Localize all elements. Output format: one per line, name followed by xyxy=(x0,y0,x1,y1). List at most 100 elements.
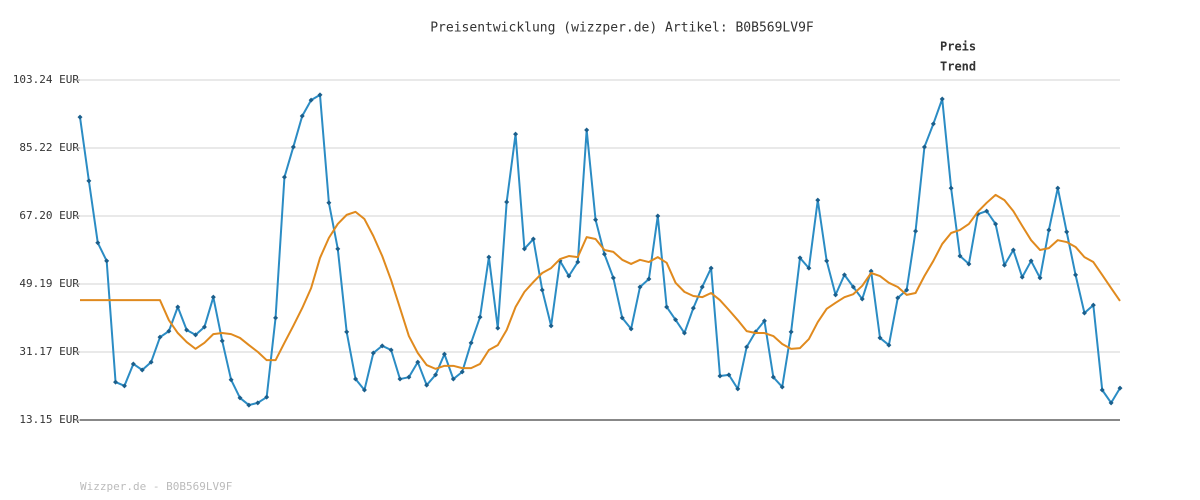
data-point xyxy=(201,324,207,330)
data-point xyxy=(139,367,145,373)
data-point xyxy=(1081,310,1087,316)
data-point xyxy=(353,376,359,382)
series-line xyxy=(79,93,1121,407)
data-point xyxy=(966,261,972,267)
data-point xyxy=(993,221,999,227)
data-point xyxy=(797,255,803,261)
data-point xyxy=(957,253,963,259)
legend-label: Preis xyxy=(940,40,976,54)
data-point xyxy=(477,314,483,320)
data-point xyxy=(601,251,607,257)
data-point xyxy=(566,273,572,279)
data-point xyxy=(788,329,794,335)
data-point xyxy=(1073,272,1079,278)
data-point xyxy=(95,240,101,246)
data-point xyxy=(335,246,341,252)
data-point xyxy=(406,374,412,380)
data-point xyxy=(290,144,296,150)
data-point xyxy=(904,287,910,293)
data-point xyxy=(895,295,901,301)
data-point xyxy=(610,275,616,281)
data-point xyxy=(228,377,234,383)
data-point xyxy=(210,294,216,300)
data-point xyxy=(779,384,785,390)
data-point xyxy=(646,276,652,282)
data-point xyxy=(761,318,767,324)
data-point xyxy=(184,327,190,333)
data-point xyxy=(735,386,741,392)
data-point xyxy=(130,361,136,367)
data-point xyxy=(886,342,892,348)
data-point xyxy=(308,97,314,103)
data-point xyxy=(859,296,865,302)
data-point xyxy=(86,178,92,184)
data-point xyxy=(175,304,181,310)
data-point xyxy=(433,372,439,378)
data-point xyxy=(868,268,874,274)
data-point xyxy=(744,344,750,350)
data-point xyxy=(246,402,252,408)
data-point xyxy=(1117,385,1123,391)
data-point xyxy=(921,144,927,150)
data-point xyxy=(770,374,776,380)
data-point xyxy=(1099,387,1105,393)
data-point xyxy=(1108,400,1114,406)
data-point xyxy=(1090,302,1096,308)
data-point xyxy=(673,317,679,323)
data-point xyxy=(833,292,839,298)
data-point xyxy=(450,376,456,382)
data-point xyxy=(415,359,421,365)
y-tick-label: 49.19 EUR xyxy=(19,277,79,290)
series-line xyxy=(80,193,1121,370)
data-point xyxy=(397,376,403,382)
data-point xyxy=(504,199,510,205)
data-point xyxy=(361,387,367,393)
data-point xyxy=(441,351,447,357)
data-point xyxy=(628,326,634,332)
y-tick-label: 67.20 EUR xyxy=(19,209,79,222)
data-point xyxy=(699,284,705,290)
data-point xyxy=(539,287,545,293)
data-point xyxy=(193,332,199,338)
y-tick-label: 103.24 EUR xyxy=(13,73,80,86)
data-point xyxy=(521,246,527,252)
data-point xyxy=(984,208,990,214)
y-tick-label: 13.15 EUR xyxy=(19,413,79,426)
data-point xyxy=(370,350,376,356)
data-point xyxy=(690,305,696,311)
data-point xyxy=(1046,227,1052,233)
data-point xyxy=(1037,275,1043,281)
data-point xyxy=(219,338,225,344)
data-point xyxy=(939,96,945,102)
data-point xyxy=(326,200,332,206)
data-point xyxy=(468,340,474,346)
data-point xyxy=(726,372,732,378)
data-point xyxy=(77,114,83,120)
data-point xyxy=(495,325,501,331)
data-point xyxy=(299,113,305,119)
data-point xyxy=(877,335,883,341)
data-point xyxy=(681,330,687,336)
data-point xyxy=(424,382,430,388)
data-point xyxy=(1010,247,1016,253)
data-point xyxy=(237,395,243,401)
data-point xyxy=(708,265,714,271)
data-point xyxy=(121,383,127,389)
data-point xyxy=(1064,229,1070,235)
data-point xyxy=(850,284,856,290)
data-point xyxy=(459,369,465,375)
data-point xyxy=(637,284,643,290)
data-point xyxy=(1028,258,1034,264)
data-point xyxy=(486,254,492,260)
legend-label: Trend xyxy=(940,60,976,74)
data-point xyxy=(317,92,323,98)
footer: Wizzper.de - B0B569LV9F xyxy=(80,480,232,493)
data-point xyxy=(575,259,581,265)
y-tick-label: 85.22 EUR xyxy=(19,141,79,154)
data-point xyxy=(1001,262,1007,268)
data-point xyxy=(255,400,261,406)
data-point xyxy=(157,334,163,340)
data-point xyxy=(104,258,110,264)
